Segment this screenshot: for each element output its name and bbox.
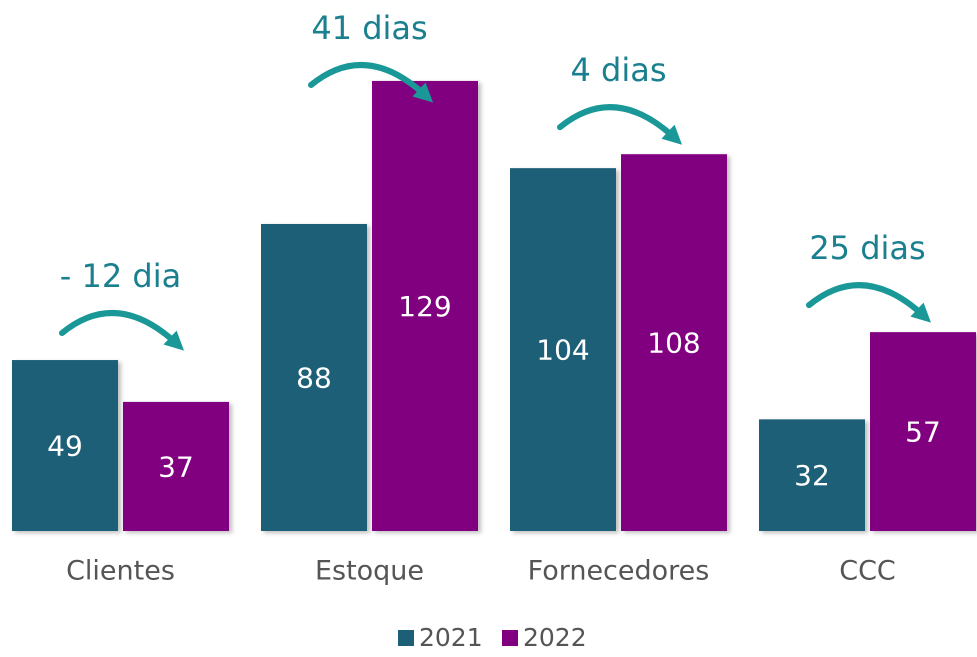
legend-swatch [502, 630, 518, 646]
category-label: CCC [839, 556, 896, 587]
bar [123, 401, 229, 531]
legend-label: 2021 [419, 623, 483, 652]
bar [870, 332, 976, 531]
value-label: 57 [905, 416, 941, 449]
annotation: - 12 dia [60, 257, 181, 295]
bar [759, 419, 865, 531]
category-label: Estoque [315, 556, 424, 587]
value-label: 104 [536, 334, 589, 367]
annotation: 4 dias [570, 51, 666, 89]
annotation: 25 dias [809, 229, 925, 267]
bar [261, 223, 367, 531]
value-label: 88 [296, 361, 332, 394]
bar [510, 168, 616, 531]
legend-swatch [398, 630, 414, 646]
category-label: Clientes [66, 556, 175, 587]
value-label: 108 [647, 327, 700, 360]
value-label: 32 [794, 459, 830, 492]
value-label: 37 [158, 450, 194, 483]
legend-label: 2022 [523, 623, 587, 652]
value-label: 129 [398, 290, 451, 323]
annotation-arrow [308, 62, 434, 103]
bar [372, 80, 478, 531]
annotation-arrow [59, 310, 185, 351]
annotation: 41 dias [311, 9, 427, 47]
bar [12, 360, 118, 531]
annotation-arrow [806, 282, 932, 323]
annotation-arrow [557, 104, 683, 145]
bar [621, 154, 727, 531]
category-label: Fornecedores [528, 556, 710, 587]
value-label: 49 [47, 430, 83, 463]
